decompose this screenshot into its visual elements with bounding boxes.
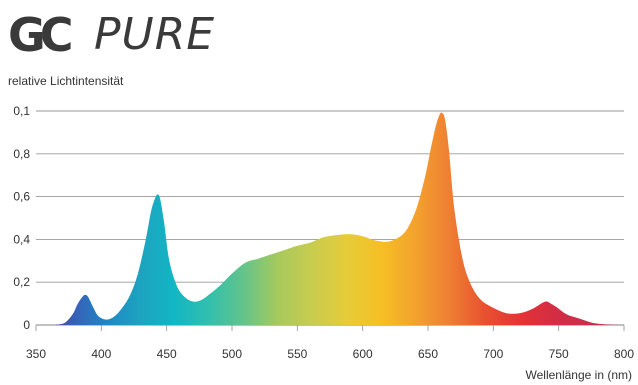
x-tick-label: 350 bbox=[26, 347, 46, 361]
brand-logo: GC PURE bbox=[8, 6, 223, 64]
x-tick-label: 650 bbox=[418, 347, 438, 361]
y-axis-label: relative Lichtintensität bbox=[8, 74, 124, 88]
y-tick-label: 0,4 bbox=[13, 232, 30, 246]
y-tick-label: 0 bbox=[23, 318, 30, 332]
y-tick-label: 0,2 bbox=[13, 275, 30, 289]
y-tick-label: 0,6 bbox=[13, 190, 30, 204]
x-tick-label: 750 bbox=[549, 347, 569, 361]
x-tick-label: 700 bbox=[483, 347, 503, 361]
x-tick-label: 500 bbox=[222, 347, 242, 361]
x-tick-label: 550 bbox=[287, 347, 307, 361]
brand-mark: GC bbox=[8, 8, 73, 62]
x-tick-label: 400 bbox=[91, 347, 111, 361]
x-tick-label: 800 bbox=[614, 347, 634, 361]
brand-wordmark: PURE bbox=[94, 9, 216, 60]
x-tick-label: 450 bbox=[157, 347, 177, 361]
x-tick-label: 600 bbox=[353, 347, 373, 361]
spectrum-area bbox=[55, 112, 625, 325]
x-axis-label: Wellenlänge in (nm) bbox=[525, 368, 633, 382]
y-tick-label: 0,1 bbox=[13, 104, 30, 118]
y-tick-label: 0,8 bbox=[13, 147, 30, 161]
